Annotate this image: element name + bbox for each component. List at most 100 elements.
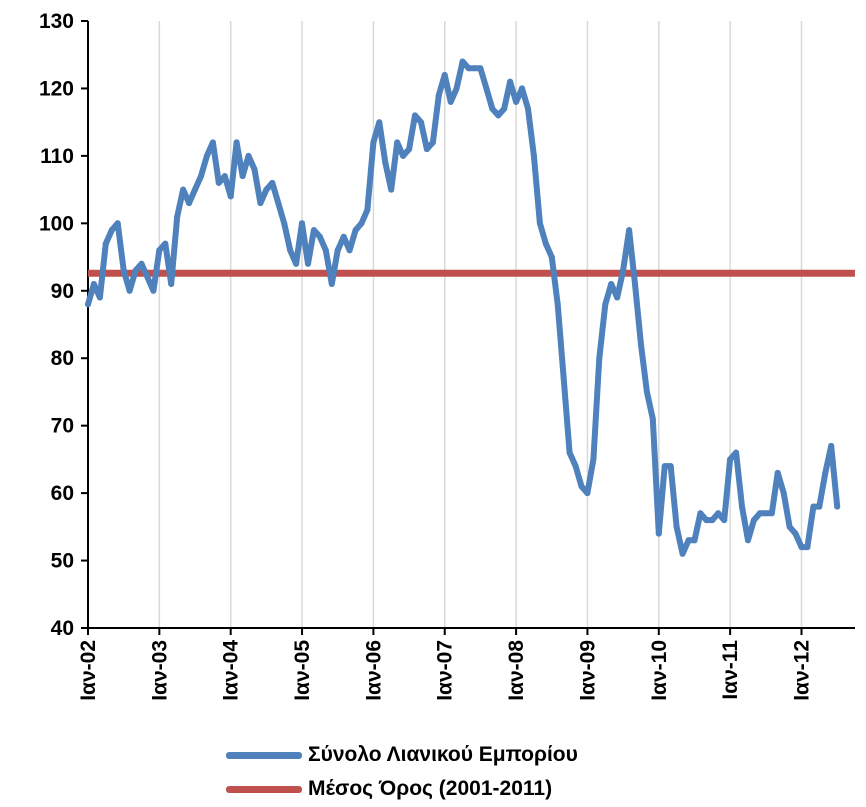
retail-data-point bbox=[739, 503, 745, 510]
retail-data-point bbox=[370, 139, 377, 146]
retail-data-point bbox=[192, 186, 198, 193]
retail-data-point bbox=[745, 537, 751, 544]
retail-data-point bbox=[340, 233, 347, 240]
series-layer bbox=[85, 58, 855, 557]
retail-data-point bbox=[429, 139, 436, 146]
retail-data-point bbox=[364, 206, 371, 213]
retail-data-point bbox=[435, 92, 442, 99]
retail-data-point bbox=[406, 146, 413, 153]
retail-data-point bbox=[126, 287, 133, 294]
y-axis-ticks: 40 50 60 70 80 90 100 110 120 130 bbox=[39, 10, 88, 640]
retail-data-point bbox=[602, 301, 609, 308]
retail-data-point bbox=[816, 503, 823, 510]
retail-data-point bbox=[709, 517, 716, 524]
retail-data-point bbox=[465, 65, 472, 72]
retail-data-point bbox=[786, 523, 793, 530]
retail-data-point bbox=[483, 85, 490, 92]
retail-data-point bbox=[346, 247, 353, 254]
retail-data-point bbox=[667, 463, 674, 470]
retail-data-point bbox=[198, 173, 204, 180]
retail-data-point bbox=[352, 227, 359, 234]
retail-data-point bbox=[186, 200, 193, 207]
retail-data-point bbox=[334, 247, 341, 254]
x-tick-label: Ιαν-06 bbox=[362, 640, 385, 701]
retail-data-point bbox=[394, 139, 401, 146]
retail-data-point bbox=[584, 490, 591, 497]
retail-data-point bbox=[310, 227, 317, 234]
retail-data-point bbox=[655, 530, 662, 537]
retail-data-point bbox=[382, 159, 389, 166]
retail-data-point bbox=[768, 510, 775, 517]
retail-data-point bbox=[251, 166, 258, 173]
retail-data-point bbox=[293, 260, 300, 267]
retail-data-point bbox=[376, 119, 383, 126]
legend-item-retail: Σύνολο Λιανικού Εμπορίου bbox=[226, 738, 578, 772]
retail-data-point bbox=[156, 247, 163, 254]
retail-data-point bbox=[114, 220, 121, 227]
retail-data-point bbox=[132, 267, 139, 274]
x-tick-label: Ιαν-04 bbox=[220, 640, 243, 701]
legend-label-average: Μέσος Όρος (2001-2011) bbox=[308, 777, 553, 800]
retail-data-point bbox=[685, 537, 692, 544]
retail-data-point bbox=[828, 442, 835, 449]
retail-data-point bbox=[233, 139, 240, 146]
retail-data-point bbox=[626, 227, 633, 234]
x-tick-label: Ιαν-08 bbox=[505, 640, 528, 701]
retail-data-point bbox=[554, 301, 561, 308]
retail-data-point bbox=[227, 193, 234, 200]
retail-data-point bbox=[536, 220, 543, 227]
x-tick-label: Ιαν-07 bbox=[434, 640, 457, 701]
retail-data-point bbox=[447, 98, 454, 105]
retail-data-point bbox=[679, 550, 686, 557]
y-tick-label: 40 bbox=[51, 617, 74, 640]
retail-data-point bbox=[542, 240, 549, 247]
retail-data-point bbox=[174, 213, 181, 220]
retail-data-point bbox=[322, 247, 329, 254]
retail-series-line bbox=[85, 58, 841, 557]
retail-data-point bbox=[412, 112, 418, 119]
retail-data-point bbox=[780, 490, 787, 497]
retail-data-point bbox=[721, 517, 728, 524]
x-tick-label: Ιαν-11 bbox=[719, 640, 742, 700]
retail-data-point bbox=[203, 152, 210, 159]
retail-data-point bbox=[257, 200, 264, 207]
retail-data-point bbox=[596, 355, 603, 362]
y-tick-label: 100 bbox=[39, 212, 74, 235]
retail-data-point bbox=[162, 240, 169, 247]
legend: Σύνολο Λιανικού Εμπορίου Μέσος Όρος (200… bbox=[226, 738, 578, 806]
retail-data-point bbox=[221, 173, 228, 180]
retail-data-point bbox=[239, 173, 246, 180]
vertical-gridlines bbox=[158, 21, 803, 628]
retail-data-point bbox=[810, 503, 817, 510]
y-tick-label: 130 bbox=[39, 10, 74, 33]
retail-data-point bbox=[834, 503, 841, 510]
retail-data-point bbox=[281, 220, 288, 227]
retail-data-point bbox=[715, 510, 722, 517]
retail-data-point bbox=[608, 281, 615, 287]
retail-data-point bbox=[245, 152, 252, 159]
retail-data-point bbox=[513, 98, 520, 105]
x-axis-ticks: Ιαν-02 Ιαν-03 Ιαν-04 Ιαν-05 Ιαν-06 Ιαν-07 Ιαν-… bbox=[77, 628, 813, 701]
retail-data-point bbox=[774, 469, 781, 476]
retail-data-point bbox=[566, 449, 573, 456]
retail-data-point bbox=[697, 510, 704, 517]
retail-data-point bbox=[525, 105, 531, 112]
retail-data-point bbox=[471, 65, 478, 72]
retail-data-point bbox=[489, 105, 496, 112]
retail-data-point bbox=[572, 463, 579, 470]
y-tick-label: 70 bbox=[51, 415, 74, 438]
retail-data-point bbox=[727, 456, 734, 463]
retail-data-point bbox=[798, 544, 805, 551]
retail-data-point bbox=[507, 78, 514, 85]
retail-data-point bbox=[477, 65, 484, 72]
retail-data-point bbox=[519, 85, 525, 92]
retail-data-point bbox=[328, 281, 335, 287]
retail-data-point bbox=[792, 530, 799, 537]
retail-data-point bbox=[661, 463, 668, 470]
retail-data-point bbox=[530, 152, 537, 159]
x-tick-label: Ιαν-10 bbox=[648, 640, 671, 701]
retail-data-point bbox=[620, 267, 627, 274]
legend-item-average: Μέσος Όρος (2001-2011) bbox=[226, 772, 578, 806]
retail-data-point bbox=[578, 483, 585, 490]
